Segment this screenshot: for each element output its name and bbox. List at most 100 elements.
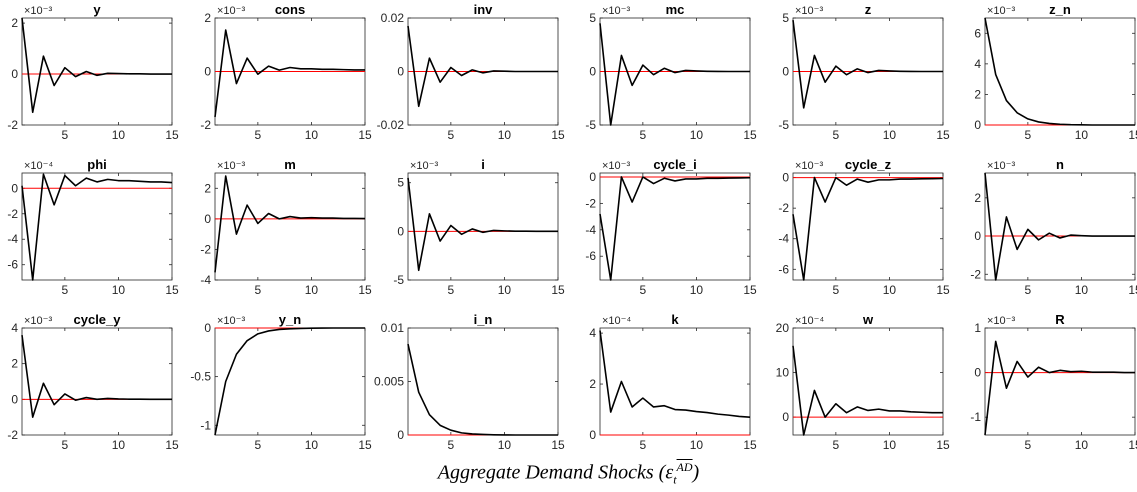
y-tick-label: -5 — [585, 118, 596, 132]
panel-frame — [792, 172, 944, 281]
y-exponent-label: ×10⁻³ — [987, 5, 1015, 17]
x-tick-label: 15 — [551, 438, 565, 452]
panel-title: phi — [87, 157, 107, 172]
y-tick-label: 4 — [974, 57, 981, 71]
x-tick-label: 15 — [936, 438, 950, 452]
panel-title: y — [93, 2, 101, 17]
panel-frame — [984, 327, 1136, 436]
y-exponent-label: ×10⁻⁴ — [795, 315, 824, 327]
y-exponent-label: ×10⁻³ — [795, 160, 823, 172]
panel-frame — [599, 327, 751, 436]
x-tick-label: 10 — [1075, 128, 1089, 142]
panel-title: cycle_y — [74, 312, 122, 327]
panel-y-n: 5 10 15 -1 -0.5 0 ×10⁻³ y_n — [190, 312, 372, 452]
panel-frame — [984, 172, 1136, 281]
impulse-response-line — [792, 20, 943, 109]
x-tick-label: 5 — [448, 128, 455, 142]
x-tick-label: 10 — [690, 128, 704, 142]
y-tick-label: -2 — [200, 242, 211, 256]
panel-title: inv — [474, 2, 494, 17]
y-tick-label: 2 — [589, 377, 596, 391]
caption-superscript: AD — [676, 460, 693, 474]
x-tick-label: 15 — [358, 438, 372, 452]
panel-title: z_n — [1049, 2, 1071, 17]
y-tick-label: 0 — [974, 366, 981, 380]
x-tick-label: 10 — [883, 438, 897, 452]
impulse-response-line — [599, 23, 750, 126]
y-tick-label: 5 — [782, 11, 789, 25]
x-tick-label: 15 — [1128, 128, 1137, 142]
y-exponent-label: ×10⁻³ — [24, 315, 52, 327]
x-tick-label: 15 — [936, 128, 950, 142]
y-tick-label: -4 — [200, 273, 211, 287]
impulse-response-line — [21, 17, 172, 114]
impulse-response-line — [792, 176, 944, 281]
x-tick-label: 5 — [448, 283, 455, 297]
panel-i-n: 5 10 15 0 0.005 0.01 i_n — [374, 312, 565, 452]
y-exponent-label: ×10⁻³ — [602, 5, 630, 17]
y-tick-label: 1 — [974, 321, 981, 335]
x-tick-label: 5 — [833, 438, 840, 452]
panel-frame — [792, 327, 944, 436]
x-tick-label: 5 — [1025, 438, 1032, 452]
x-tick-label: 10 — [112, 283, 126, 297]
x-tick-label: 15 — [165, 438, 179, 452]
x-tick-label: 15 — [743, 283, 757, 297]
panel-z-n: 5 10 15 0 2 4 6 ×10⁻³ z_n — [974, 2, 1137, 142]
x-tick-label: 5 — [640, 438, 647, 452]
x-tick-label: 15 — [358, 128, 372, 142]
impulse-response-line — [792, 345, 943, 436]
y-tick-label: 4 — [589, 326, 596, 340]
impulse-response-line — [599, 330, 751, 418]
y-tick-label: -5 — [393, 273, 404, 287]
y-tick-label: 2 — [11, 357, 18, 371]
impulse-response-line — [599, 176, 751, 281]
impulse-response-line — [214, 327, 365, 436]
y-tick-label: -2 — [7, 428, 18, 442]
impulse-response-line — [407, 177, 558, 272]
y-exponent-label: ×10⁻³ — [987, 160, 1015, 172]
panel-cycle-i: 5 10 15 -6 -4 -2 0 ×10⁻³ cycle_i — [585, 157, 757, 297]
y-tick-label: 5 — [397, 176, 404, 190]
panel-title: n — [1056, 157, 1064, 172]
impulse-response-line — [214, 29, 365, 118]
y-tick-label: 0 — [782, 65, 789, 79]
y-tick-label: 2 — [204, 11, 211, 25]
x-tick-label: 5 — [1025, 283, 1032, 297]
y-tick-label: 0 — [974, 229, 981, 243]
y-tick-label: 0 — [782, 171, 789, 185]
panel-title: m — [284, 157, 296, 172]
panel-frame — [599, 172, 751, 281]
x-tick-label: 10 — [690, 438, 704, 452]
panel-frame — [214, 172, 366, 281]
panel-inv: 5 10 15 -0.02 0 0.02 inv — [377, 2, 565, 142]
y-tick-label: 0 — [589, 170, 596, 184]
x-tick-label: 15 — [1128, 283, 1137, 297]
panel-w: 5 10 15 0 10 20 ×10⁻⁴ w — [776, 312, 950, 452]
x-tick-label: 5 — [833, 283, 840, 297]
y-tick-label: 0 — [397, 224, 404, 238]
panel-title: mc — [666, 2, 685, 17]
y-exponent-label: ×10⁻³ — [795, 5, 823, 17]
y-tick-label: 2 — [204, 181, 211, 195]
y-tick-label: 0 — [11, 67, 18, 81]
caption-epsilon: ε — [665, 461, 674, 484]
y-tick-label: 0 — [397, 65, 404, 79]
panel-frame — [407, 172, 559, 281]
y-tick-label: 6 — [974, 26, 981, 40]
x-tick-label: 15 — [551, 128, 565, 142]
panel-frame — [214, 327, 366, 436]
x-tick-label: 10 — [498, 438, 512, 452]
y-tick-label: 5 — [589, 11, 596, 25]
y-tick-label: 2 — [974, 87, 981, 101]
y-tick-label: -6 — [778, 262, 789, 276]
y-tick-label: 0 — [974, 118, 981, 132]
x-tick-label: 5 — [255, 438, 262, 452]
x-tick-label: 5 — [62, 128, 69, 142]
y-tick-label: 0.005 — [374, 375, 404, 389]
panel-cons: 5 10 15 -2 0 2 ×10⁻³ cons — [200, 2, 372, 142]
y-exponent-label: ×10⁻³ — [410, 160, 438, 172]
impulse-response-line — [984, 17, 1135, 126]
y-tick-label: 0.02 — [381, 11, 405, 25]
